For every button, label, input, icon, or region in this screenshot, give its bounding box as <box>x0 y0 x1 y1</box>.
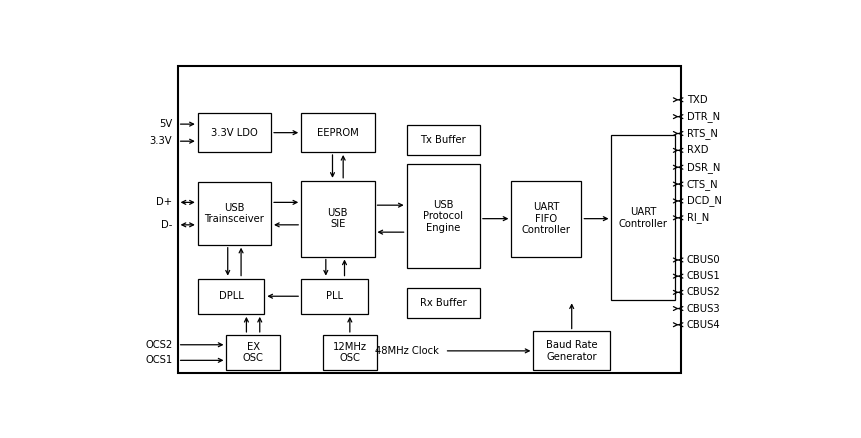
Bar <box>533 332 610 370</box>
Text: 3.3V: 3.3V <box>150 136 172 146</box>
Text: USB
Protocol
Engine: USB Protocol Engine <box>424 200 463 233</box>
Text: RTS_N: RTS_N <box>687 128 718 139</box>
Text: PLL: PLL <box>326 291 343 301</box>
Bar <box>198 182 271 245</box>
Text: DSR_N: DSR_N <box>687 162 720 173</box>
Text: CTS_N: CTS_N <box>687 179 718 190</box>
Text: RI_N: RI_N <box>687 212 709 223</box>
Text: D-: D- <box>161 220 172 230</box>
Text: CBUS3: CBUS3 <box>687 304 721 314</box>
Bar <box>406 164 480 268</box>
Text: D+: D+ <box>156 198 172 207</box>
Bar <box>511 181 581 257</box>
Text: TXD: TXD <box>687 95 708 105</box>
Text: UART
Controller: UART Controller <box>618 207 667 229</box>
Bar <box>406 288 480 318</box>
Text: Tx Buffer: Tx Buffer <box>420 135 466 145</box>
Text: CBUS4: CBUS4 <box>687 320 721 330</box>
Bar <box>198 279 264 314</box>
Text: 3.3V LDO: 3.3V LDO <box>211 127 257 138</box>
Text: OCS2: OCS2 <box>146 340 172 350</box>
Text: 5V: 5V <box>159 119 172 129</box>
Text: DCD_N: DCD_N <box>687 195 722 206</box>
Text: DPLL: DPLL <box>219 291 244 301</box>
Bar <box>611 135 675 300</box>
Bar <box>406 125 480 155</box>
Bar <box>301 113 375 152</box>
Text: Rx Buffer: Rx Buffer <box>420 298 467 308</box>
Text: USB
SIE: USB SIE <box>327 208 348 230</box>
Text: CBUS2: CBUS2 <box>687 287 721 297</box>
Text: EEPROM: EEPROM <box>317 127 359 138</box>
Bar <box>301 279 368 314</box>
Text: CBUS1: CBUS1 <box>687 271 721 281</box>
Text: OCS1: OCS1 <box>146 355 172 365</box>
Text: Baud Rate
Generator: Baud Rate Generator <box>546 340 598 362</box>
Bar <box>226 335 280 370</box>
Text: RXD: RXD <box>687 145 709 155</box>
Text: UART
FIFO
Controller: UART FIFO Controller <box>522 202 571 235</box>
Text: USB
Trainsceiver: USB Trainsceiver <box>204 203 264 224</box>
Text: 12MHz
OSC: 12MHz OSC <box>333 342 367 364</box>
Text: DTR_N: DTR_N <box>687 111 720 122</box>
Bar <box>323 335 376 370</box>
Bar <box>198 113 271 152</box>
Bar <box>301 181 375 257</box>
Text: 48MHz Clock: 48MHz Clock <box>375 346 439 356</box>
Text: CBUS0: CBUS0 <box>687 255 721 265</box>
Bar <box>177 66 682 373</box>
Text: EX
OSC: EX OSC <box>243 342 263 364</box>
